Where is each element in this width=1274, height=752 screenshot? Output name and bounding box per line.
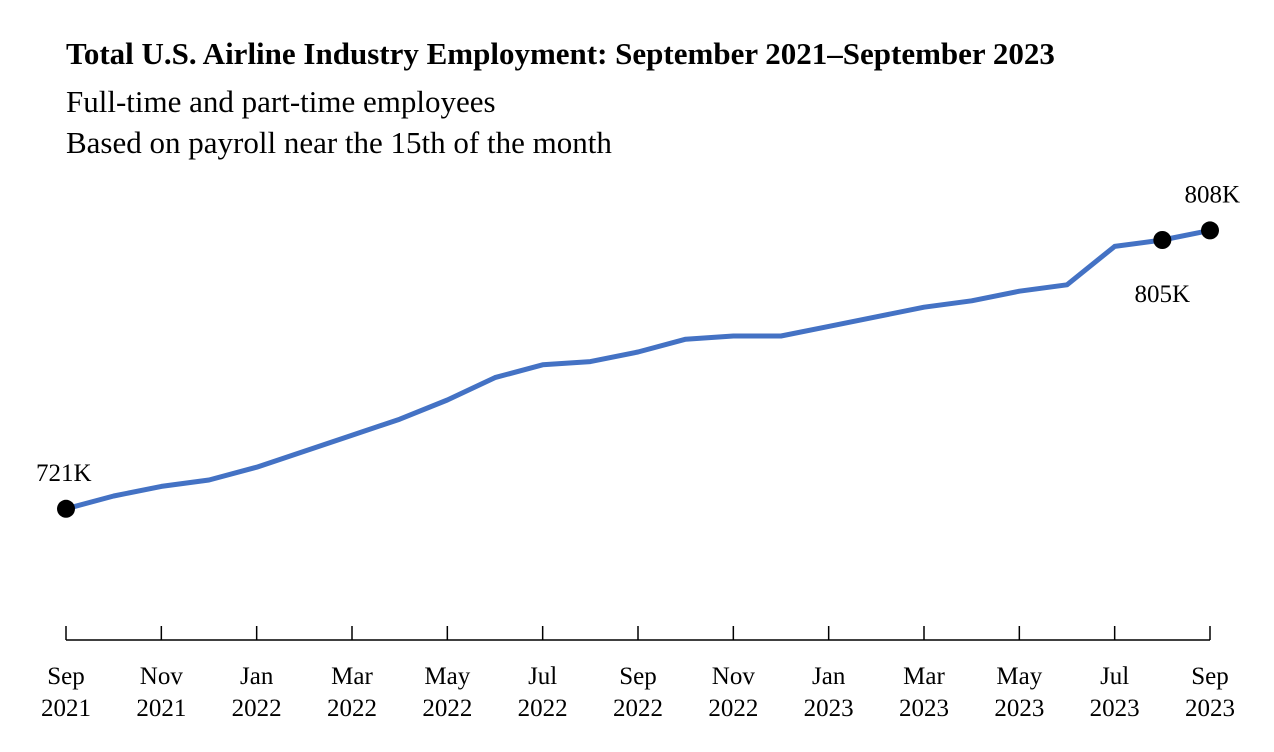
x-tick-label-year: 2022	[708, 695, 758, 722]
series-line	[63, 227, 1213, 512]
chart-subtitle-2: Based on payroll near the 15th of the mo…	[66, 125, 612, 160]
x-tick-label-year: 2023	[994, 695, 1044, 722]
x-tick-label-year: 2022	[232, 695, 282, 722]
x-tick-label-month: Jul	[1100, 663, 1129, 690]
x-tick-label-month: Jul	[528, 663, 557, 690]
x-tick-label-month: Sep	[1191, 663, 1229, 690]
x-tick-label-month: May	[424, 663, 470, 690]
x-tick-label-year: 2022	[613, 695, 663, 722]
x-tick-label-month: Nov	[712, 663, 756, 690]
x-tick-label-year: 2022	[518, 695, 568, 722]
x-tick-label-month: Jan	[240, 663, 274, 690]
x-tick-label-month: Sep	[47, 663, 85, 690]
x-tick-label-year: 2023	[1185, 695, 1235, 722]
x-tick-label-year: 2023	[804, 695, 854, 722]
chart-title: Total U.S. Airline Industry Employment: …	[66, 36, 1055, 71]
x-tick-label-month: Mar	[331, 663, 373, 690]
x-tick-label-month: Sep	[619, 663, 657, 690]
data-point-marker	[57, 499, 75, 518]
data-label: 721K	[36, 460, 92, 487]
x-tick-label-month: Nov	[140, 663, 184, 690]
x-tick-label-year: 2021	[136, 695, 186, 722]
x-tick-label-year: 2022	[327, 695, 377, 722]
x-tick-label-year: 2023	[1090, 695, 1140, 722]
x-tick-label-month: Jan	[812, 663, 846, 690]
x-axis: Sep 2021 Nov 2021 Jan 2022 Mar 2022 May 2022 Jul 20…	[41, 626, 1235, 722]
x-tick-label-month: May	[996, 663, 1042, 690]
series-layer	[63, 227, 1213, 512]
marker-layer: 721K 805K 808K	[36, 181, 1240, 518]
x-tick-label-month: Mar	[903, 663, 945, 690]
chart-subtitle-1: Full-time and part-time employees	[66, 84, 496, 119]
data-label: 805K	[1135, 281, 1191, 308]
x-tick-label-year: 2021	[41, 695, 91, 722]
x-tick-label-year: 2022	[422, 695, 472, 722]
data-point-marker	[1153, 231, 1172, 249]
data-point-marker	[1201, 221, 1219, 240]
data-label: 808K	[1184, 181, 1240, 208]
x-tick-label-year: 2023	[899, 695, 949, 722]
